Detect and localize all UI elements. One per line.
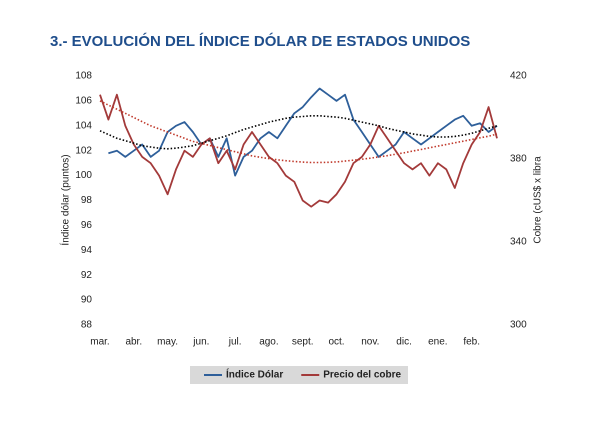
trend-line: [99, 115, 498, 150]
y2-tick-label: 300: [510, 320, 527, 331]
x-tick-label: ene.: [428, 337, 447, 348]
y2-tick-label: 380: [510, 154, 527, 165]
x-tick-label: dic.: [396, 337, 412, 348]
x-tick-label: jul.: [228, 337, 242, 348]
x-tick-label: feb.: [463, 337, 480, 348]
x-tick-label: mar.: [90, 337, 109, 348]
x-tick-label: sept.: [292, 337, 314, 348]
y-tick-label: 96: [81, 220, 93, 231]
y2-axis-label: Cobre (cUS$ x libra: [533, 156, 544, 244]
y-tick-label: 100: [75, 170, 92, 181]
y2-tick-label: 420: [510, 71, 527, 82]
x-tick-label: jun.: [192, 337, 209, 348]
y-tick-label: 102: [75, 145, 92, 156]
y2-tick-label: 340: [510, 237, 527, 248]
legend-label: Índice Dólar: [226, 368, 283, 381]
y-axis-label: Índice dólar (puntos): [59, 154, 72, 245]
x-tick-label: oct.: [328, 337, 344, 348]
y-tick-label: 88: [81, 320, 93, 331]
legend-label: Precio del cobre: [323, 370, 401, 381]
data-line: [99, 93, 498, 208]
x-tick-label: may.: [157, 337, 178, 348]
y-tick-label: 98: [81, 195, 93, 206]
y-tick-label: 104: [75, 120, 92, 131]
y-tick-label: 108: [75, 71, 92, 82]
chart-title: 3.- EVOLUCIÓN DEL ÍNDICE DÓLAR DE ESTADO…: [50, 32, 470, 50]
x-tick-label: abr.: [125, 337, 142, 348]
x-tick-label: nov.: [361, 337, 379, 348]
legend-box: [190, 366, 408, 384]
y-tick-label: 94: [81, 245, 93, 256]
y-tick-label: 106: [75, 96, 92, 107]
y-tick-label: 90: [81, 295, 93, 306]
data-line: [108, 87, 498, 177]
x-tick-label: ago.: [259, 337, 278, 348]
y-tick-label: 92: [81, 270, 93, 281]
